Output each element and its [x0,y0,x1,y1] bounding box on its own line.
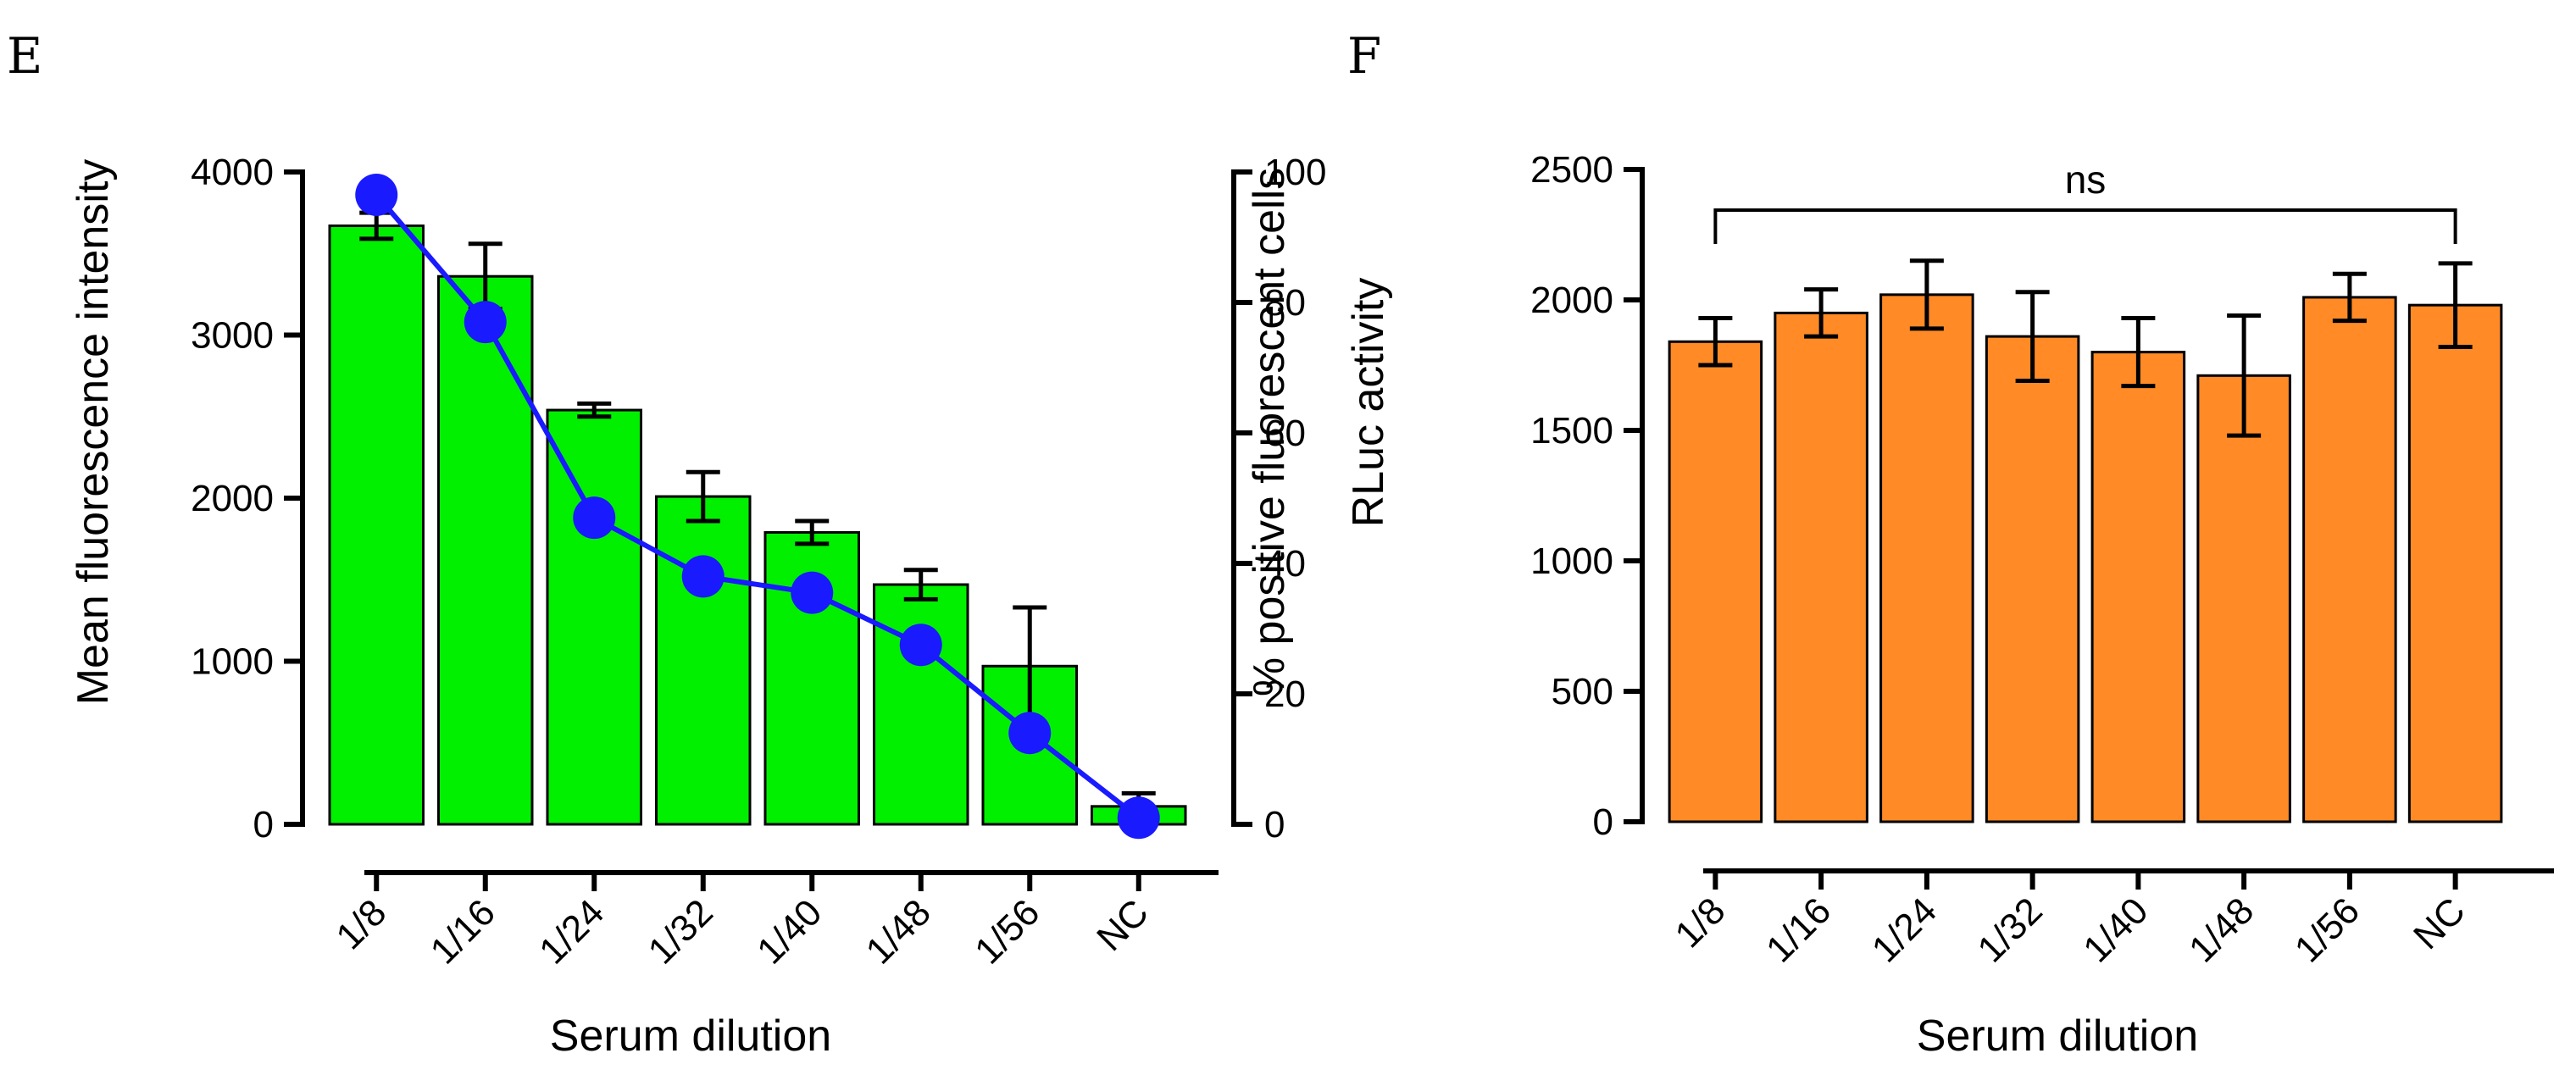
panel-e-line-point [464,301,507,344]
panel-e-line [374,192,1141,820]
panel-f-bar [2196,374,2291,823]
panel-f-error-bars [1698,258,2473,438]
panel-e-error-bar [903,568,938,601]
panel-e-y-tick-label: 3000 [191,315,274,357]
panel-e-bar [872,583,969,826]
panel-f-significance-bracket: ns [1713,158,2457,244]
panel-f-letter: F [1347,27,1381,85]
panel-f-x-tick-label: 1/24 [1864,890,1945,970]
panel-e-bar [546,408,643,826]
panel-f-bracket-line [1713,208,2457,244]
panel-f-x-tick-label: 1/48 [2181,890,2262,970]
panel-f-bar [1668,340,1763,823]
panel-f-x-tick-label: 1/32 [1969,890,2050,970]
panel-f-y-tick-label: 1500 [1530,410,1613,452]
panel-e-line-point [1117,796,1160,840]
panel-e-bar [328,225,425,826]
panel-f-bar [2302,296,2397,823]
panel-e-y2-tick-label: 80 [1264,282,1306,324]
panel-e-line-point [355,173,398,216]
panel-f-error-bar [2015,290,2050,383]
panel-f-x-tick-label: 1/16 [1758,890,1839,970]
panel-f-y-tick-label: 1000 [1530,540,1613,582]
panel-e-y-tick-label: 2000 [191,478,274,519]
panel-e-y2-tick-label: 0 [1264,804,1285,845]
panel-e-x-axis-title: Serum dilution [550,1012,831,1061]
panel-f-error-bar [1804,287,1839,339]
panel-e-y2-tick-label: 40 [1264,543,1306,585]
panel-e-line-series [355,173,1160,840]
panel-f-error-bar [2332,271,2367,324]
panel-e-y-tick-label: 4000 [191,152,274,193]
panel-f-bar [1774,311,1868,823]
panel-f-ns-label: ns [2065,158,2107,202]
panel-f-x-tick-label: 1/56 [2287,890,2368,970]
panel-e-line-point [899,624,942,667]
panel-e-x-tick-label: NC [1089,891,1157,959]
panel-e-bars [328,225,1187,826]
panel-f-bar [2090,351,2186,823]
panel-e-line-point [1008,712,1052,755]
panel-e-line-point [681,555,724,598]
panel-f-error-bar [2121,316,2156,389]
panel-e-y-axis-title: Mean fluorescence intensity [69,159,118,706]
panel-f-y-tick-label: 2500 [1530,149,1613,191]
panel-f-y-tick-label: 500 [1552,671,1613,712]
panel-e-y-tick-label: 1000 [191,641,274,683]
panel-e-x-tick-label: 1/32 [641,891,721,972]
panel-e-bar [654,495,752,826]
panel-f-error-bar [2227,313,2262,438]
panel-e-error-bar [686,469,720,524]
panel-e-y-tick-label: 0 [253,804,274,845]
panel-f-bar [1985,335,2080,823]
panel-e-x-tick-label: 1/40 [749,891,830,972]
panel-e-bar [436,274,534,826]
panel-f-x-tick-label: 1/8 [1668,890,1734,956]
panel-e: E Mean fluorescence intensity % positive… [7,27,1326,1061]
panel-e-x-tick-label: 1/56 [967,891,1047,972]
panel-e-y2-tick-label: 20 [1264,674,1306,715]
panel-f: F RLuc activity Serum dilution ns 0 500 10… [1344,27,2554,1061]
panel-f-x-tick-label: NC [2406,890,2473,957]
panel-e-y2-tick-label: 100 [1264,152,1326,193]
panel-e-x-tick-label: 1/16 [423,891,503,972]
panel-f-bar [2407,303,2503,823]
panel-f-y-tick-label: 2000 [1530,280,1613,321]
panel-f-error-bar [1698,316,1733,368]
panel-f-error-bar [1909,258,1944,331]
panel-e-letter: E [7,27,42,85]
panel-e-x-tick-label: 1/24 [531,891,612,972]
panel-f-y-axis-title: RLuc activity [1344,278,1393,528]
panel-e-line-point [573,496,616,540]
panel-e-x-tick-label: 1/48 [858,891,939,972]
panel-f-x-axis-title: Serum dilution [1917,1012,2198,1061]
panel-f-bars [1668,293,2503,823]
panel-f-error-bar [2438,261,2473,349]
panel-e-y2-tick-label: 60 [1264,413,1306,454]
panel-e-line-point [791,571,834,614]
panel-f-y-tick-label: 0 [1593,801,1613,843]
panel-e-error-bar [577,401,612,419]
panel-f-bar [1879,293,1974,823]
panel-e-x-tick-label: 1/8 [328,891,394,957]
panel-f-x-tick-label: 1/40 [2075,890,2156,970]
panel-e-error-bar [795,518,830,546]
panel-e-y2-axis-title: % positive fluorescent cells [1245,168,1294,696]
